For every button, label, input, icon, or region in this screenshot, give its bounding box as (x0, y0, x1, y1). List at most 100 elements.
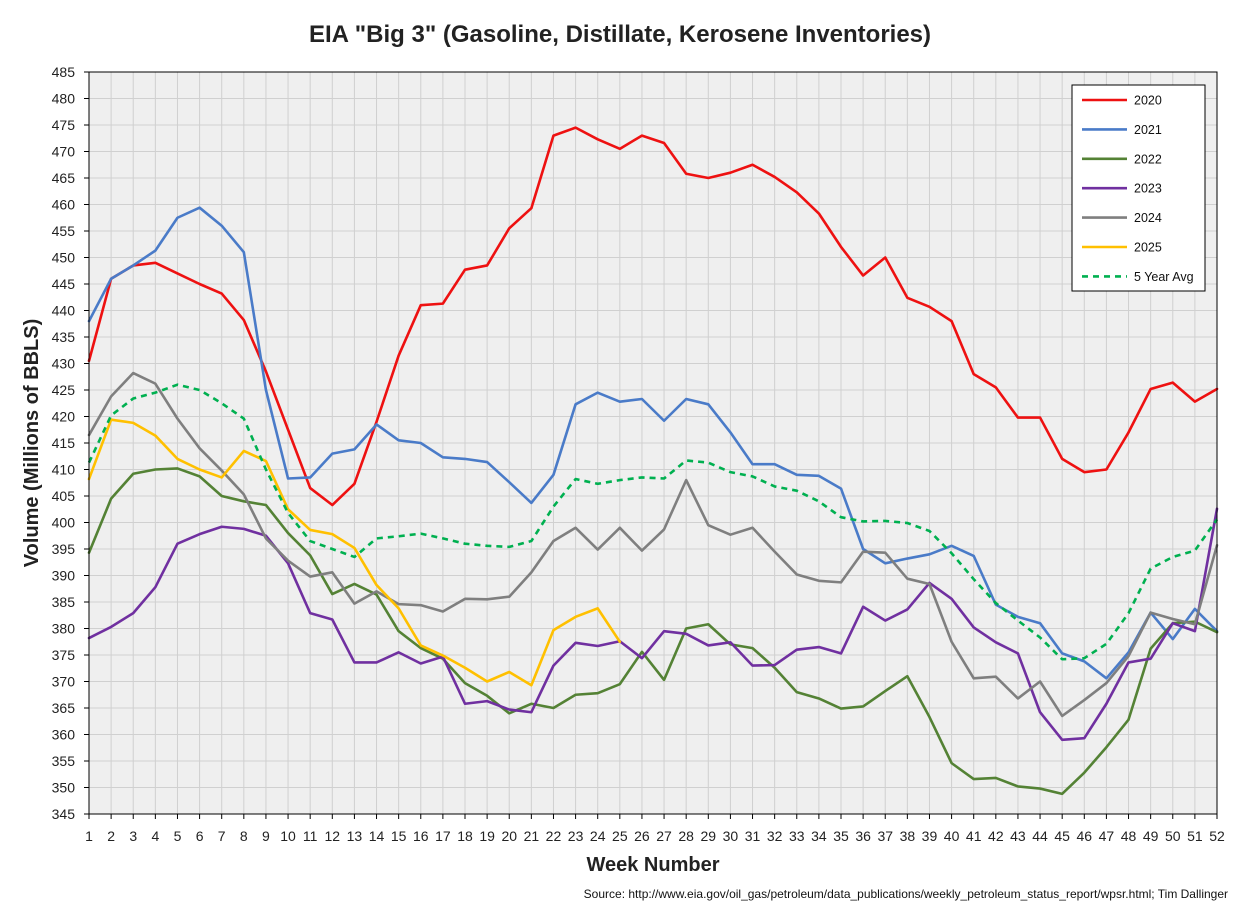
y-tick-label: 480 (52, 91, 76, 107)
y-tick-label: 350 (52, 780, 76, 796)
y-tick-label: 385 (52, 594, 76, 610)
x-tick-label: 22 (546, 828, 562, 844)
y-tick-label: 465 (52, 170, 76, 186)
x-tick-label: 37 (877, 828, 893, 844)
series-line-2020 (87, 126, 1219, 507)
x-tick-label: 5 (174, 828, 182, 844)
y-axis-title: Volume (Millions of BBLS) (21, 319, 43, 568)
x-tick-label: 1 (85, 828, 93, 844)
x-tick-label: 35 (833, 828, 849, 844)
y-tick-label: 470 (52, 144, 76, 160)
x-tick-label: 16 (413, 828, 429, 844)
x-axis-title: Week Number (586, 854, 719, 876)
y-tick-label: 375 (52, 647, 76, 663)
legend-label: 5 Year Avg (1134, 270, 1194, 284)
x-tick-label: 19 (479, 828, 495, 844)
y-tick-label: 360 (52, 727, 76, 743)
y-tick-label: 425 (52, 382, 76, 398)
y-tick-label: 370 (52, 674, 76, 690)
y-tick-label: 345 (52, 806, 76, 822)
x-tick-label: 47 (1099, 828, 1115, 844)
legend-label: 2024 (1134, 211, 1162, 225)
x-tick-label: 27 (656, 828, 672, 844)
x-tick-label: 3 (129, 828, 137, 844)
x-tick-label: 36 (855, 828, 871, 844)
series-line-2024 (87, 371, 1219, 718)
legend-items: 2020 2021 2022 2023 2024 2025 5 Year Avg (1082, 94, 1194, 284)
x-tick-label: 10 (280, 828, 296, 844)
x-tick-label: 34 (811, 828, 827, 844)
x-tick-label: 12 (325, 828, 341, 844)
legend-label: 2021 (1134, 123, 1162, 137)
y-tick-label: 440 (52, 303, 76, 319)
y-tick-label: 455 (52, 223, 76, 239)
x-tick-label: 17 (435, 828, 451, 844)
x-tick-label: 29 (701, 828, 717, 844)
series-line-2025 (87, 418, 622, 687)
x-tick-label: 42 (988, 828, 1004, 844)
series-line-5-year-avg (87, 383, 1219, 661)
x-tick-label: 25 (612, 828, 628, 844)
y-tick-label: 435 (52, 329, 76, 345)
x-tick-label: 2 (107, 828, 115, 844)
y-tick-label: 475 (52, 117, 76, 133)
y-tick-label: 485 (52, 64, 76, 80)
x-tick-label: 50 (1165, 828, 1181, 844)
x-tick-label: 28 (678, 828, 694, 844)
x-tick-label: 49 (1143, 828, 1159, 844)
series-line-2022 (87, 467, 1219, 796)
y-tick-label: 405 (52, 488, 76, 504)
x-tick-label: 38 (900, 828, 916, 844)
x-tick-label: 24 (590, 828, 606, 844)
x-tick-label: 4 (151, 828, 159, 844)
chart-title: EIA "Big 3" (Gasoline, Distillate, Keros… (309, 21, 931, 48)
x-tick-label: 18 (457, 828, 473, 844)
x-tick-label: 41 (966, 828, 982, 844)
x-tick-label: 32 (767, 828, 783, 844)
y-tick-label: 410 (52, 462, 76, 478)
x-tick-label: 33 (789, 828, 805, 844)
x-tick-label: 45 (1054, 828, 1070, 844)
y-tick-label: 390 (52, 568, 76, 584)
y-tick-label: 415 (52, 435, 76, 451)
y-tick-label: 445 (52, 276, 76, 292)
x-tick-label: 46 (1077, 828, 1093, 844)
x-tick-label: 20 (501, 828, 517, 844)
y-tick-label: 430 (52, 356, 76, 372)
legend-label: 2025 (1134, 241, 1162, 255)
x-tick-label: 7 (218, 828, 226, 844)
x-tick-label: 15 (391, 828, 407, 844)
legend-label: 2020 (1134, 94, 1162, 108)
y-tick-label: 420 (52, 409, 76, 425)
x-tick-label: 13 (347, 828, 363, 844)
legend-label: 2023 (1134, 182, 1162, 196)
y-tick-label: 460 (52, 197, 76, 213)
x-tick-labels: 1 2 3 4 5 6 7 8 9 10 11 12 13 14 15 16 17 18 19 20 21 22 23 24 2… (85, 828, 1225, 844)
x-tick-label: 44 (1032, 828, 1048, 844)
x-tick-label: 48 (1121, 828, 1137, 844)
y-tick-label: 355 (52, 753, 76, 769)
plot-border (88, 71, 1218, 815)
x-tick-label: 30 (723, 828, 739, 844)
y-tick-label: 365 (52, 700, 76, 716)
legend-label: 2022 (1134, 152, 1162, 166)
y-tick-label: 395 (52, 541, 76, 557)
x-tick-label: 39 (922, 828, 938, 844)
x-tick-label: 6 (196, 828, 204, 844)
x-tick-label: 21 (524, 828, 540, 844)
x-tick-label: 40 (944, 828, 960, 844)
data-series (87, 126, 1219, 796)
x-tick-label: 43 (1010, 828, 1026, 844)
x-tick-label: 9 (262, 828, 270, 844)
x-tick-label: 52 (1209, 828, 1225, 844)
y-tick-labels: 345 350 355 360 365 370 375 380 385 390 395 400 405 4… (52, 64, 76, 822)
source-note: Source: http://www.eia.gov/oil_gas/petro… (584, 887, 1228, 901)
x-tick-label: 14 (369, 828, 385, 844)
x-tick-label: 11 (303, 828, 318, 844)
axes (84, 71, 1218, 819)
x-tick-label: 8 (240, 828, 248, 844)
y-tick-label: 450 (52, 250, 76, 266)
x-tick-label: 51 (1187, 828, 1203, 844)
